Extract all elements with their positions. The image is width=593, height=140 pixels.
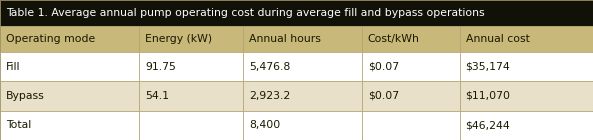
Bar bbox=[243, 111, 362, 140]
Bar bbox=[460, 81, 593, 111]
Text: $35,174: $35,174 bbox=[466, 62, 511, 72]
Bar bbox=[362, 111, 460, 140]
Text: $46,244: $46,244 bbox=[466, 120, 511, 130]
Bar bbox=[362, 52, 460, 81]
Bar bbox=[139, 52, 243, 81]
Text: Table 1. Average annual pump operating cost during average fill and bypass opera: Table 1. Average annual pump operating c… bbox=[6, 8, 484, 18]
Text: 2,923.2: 2,923.2 bbox=[249, 91, 291, 101]
Bar bbox=[460, 111, 593, 140]
Bar bbox=[0, 52, 139, 81]
Bar bbox=[0, 0, 593, 26]
Text: Total: Total bbox=[6, 120, 31, 130]
Text: 5,476.8: 5,476.8 bbox=[249, 62, 291, 72]
Bar bbox=[139, 81, 243, 111]
Text: Fill: Fill bbox=[6, 62, 21, 72]
Bar bbox=[460, 52, 593, 81]
Bar bbox=[0, 81, 139, 111]
Bar bbox=[0, 111, 139, 140]
Bar bbox=[0, 26, 139, 52]
Bar bbox=[243, 26, 362, 52]
Bar bbox=[243, 52, 362, 81]
Bar bbox=[460, 26, 593, 52]
Text: Cost/kWh: Cost/kWh bbox=[368, 34, 420, 44]
Text: $11,070: $11,070 bbox=[466, 91, 511, 101]
Text: 8,400: 8,400 bbox=[249, 120, 280, 130]
Bar bbox=[362, 26, 460, 52]
Bar bbox=[362, 81, 460, 111]
Text: Annual hours: Annual hours bbox=[249, 34, 321, 44]
Text: Bypass: Bypass bbox=[6, 91, 44, 101]
Bar bbox=[139, 111, 243, 140]
Bar bbox=[243, 81, 362, 111]
Text: $0.07: $0.07 bbox=[368, 91, 399, 101]
Text: Operating mode: Operating mode bbox=[6, 34, 95, 44]
Bar bbox=[139, 26, 243, 52]
Text: 91.75: 91.75 bbox=[145, 62, 176, 72]
Text: $0.07: $0.07 bbox=[368, 62, 399, 72]
Text: 54.1: 54.1 bbox=[145, 91, 170, 101]
Text: Annual cost: Annual cost bbox=[466, 34, 530, 44]
Text: Energy (kW): Energy (kW) bbox=[145, 34, 212, 44]
